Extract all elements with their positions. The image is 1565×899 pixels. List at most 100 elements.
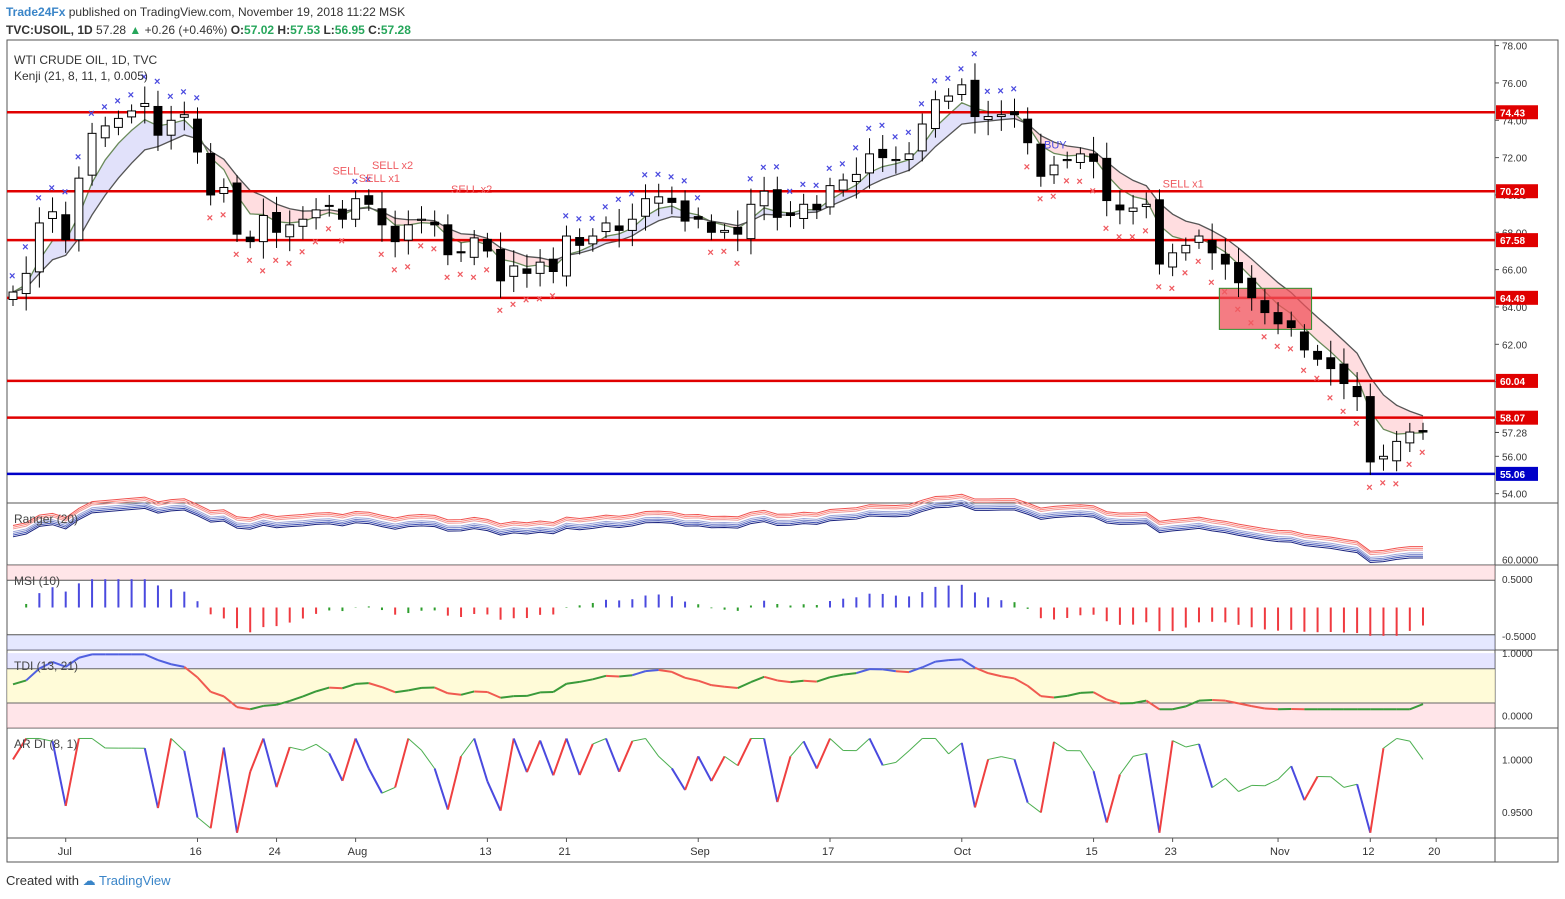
sell-marker: ×: [404, 262, 410, 274]
candle: [1247, 277, 1257, 299]
ardi-segment: [1383, 738, 1397, 749]
sell-marker: ×: [510, 299, 516, 311]
tdi-segment: [987, 672, 1002, 678]
ardi-segment: [1079, 750, 1094, 772]
ardi-segment: [1013, 759, 1029, 803]
candle: [100, 125, 110, 139]
candle: [219, 186, 229, 194]
candle: [851, 173, 861, 183]
candle: [272, 212, 282, 233]
ardi-segment: [1132, 752, 1147, 757]
buy-marker: ×: [760, 162, 766, 174]
tdi-segment: [777, 679, 791, 684]
candle: [970, 79, 980, 118]
tdi-segment: [65, 656, 80, 668]
ardi-segment: [249, 738, 265, 773]
open-value: 57.02: [244, 23, 275, 37]
ardi-segment: [1172, 740, 1187, 748]
candle: [377, 208, 387, 226]
candle: [74, 177, 84, 241]
sell-marker: ×: [536, 293, 542, 305]
tdi-label: TDI (13, 21): [14, 659, 78, 673]
buy-marker: ×: [141, 71, 147, 83]
candle: [245, 236, 255, 243]
sell-marker: ×: [549, 290, 555, 302]
buy-marker: ×: [193, 92, 199, 104]
ardi-tick: 0.9500: [1502, 808, 1533, 819]
candle: [575, 237, 585, 246]
tdi-tick: 1.0000: [1502, 649, 1533, 660]
tdi-segment: [78, 653, 93, 659]
candle: [206, 153, 216, 196]
level-price-tag: [1496, 105, 1538, 120]
ardi-segment: [236, 771, 252, 833]
tdi-segment: [1198, 699, 1213, 702]
candle: [838, 179, 848, 191]
ardi-segment: [697, 755, 713, 782]
tdi-segment: [658, 669, 673, 673]
tdi-segment: [381, 686, 396, 694]
level-label: 55.06: [1500, 470, 1525, 481]
level-label: 60.04: [1500, 377, 1525, 388]
sell-marker: ×: [1129, 231, 1135, 243]
level-label: 58.07: [1500, 414, 1525, 425]
tdi-segment: [526, 691, 541, 697]
ardi-segment: [64, 738, 80, 807]
price-change: +0.26 (+0.46%): [144, 23, 228, 37]
tdi-segment: [579, 678, 594, 683]
buy-marker: ×: [892, 131, 898, 143]
ardi-segment: [632, 737, 646, 742]
ardi-segment: [815, 738, 831, 769]
tdi-segment: [974, 666, 989, 675]
tdi-segment: [289, 695, 304, 702]
ardi-segment: [381, 786, 396, 794]
candle: [1036, 143, 1046, 177]
candle: [917, 123, 927, 152]
tdi-segment: [315, 686, 330, 693]
buy-marker: ×: [813, 180, 819, 192]
ardi-segment: [895, 750, 910, 763]
low-value: 56.95: [334, 23, 365, 37]
ardi-segment: [790, 741, 805, 757]
ardi-segment: [552, 738, 568, 776]
candle: [522, 268, 532, 274]
ardi-segment: [658, 756, 673, 769]
candle: [232, 182, 242, 235]
buy-marker: ×: [88, 108, 94, 120]
kenji-fast-line: [12, 101, 1424, 435]
ardi-segment: [935, 738, 949, 755]
close-label: C:: [368, 23, 381, 37]
y-tick-label: 78.00: [1502, 42, 1527, 53]
sell-marker: ×: [233, 249, 239, 261]
ranger-tick: 60.0000: [1502, 555, 1539, 566]
ardi-segment: [328, 752, 344, 782]
ardi-segment: [433, 768, 449, 810]
tradingview-link[interactable]: TradingView: [99, 873, 171, 888]
sell-marker: ×: [1235, 304, 1241, 316]
brand-name[interactable]: Trade24Fx: [6, 5, 66, 19]
buy-marker: ×: [800, 179, 806, 191]
tdi-segment: [829, 673, 844, 679]
level-label: 67.58: [1500, 236, 1525, 247]
level-label: 74.43: [1500, 108, 1525, 119]
buy-marker: ×: [655, 169, 661, 181]
sell-marker: ×: [378, 249, 384, 261]
sell-marker: ×: [523, 295, 529, 307]
sell-marker: ×: [246, 255, 252, 267]
buy-marker: ×: [1010, 84, 1016, 96]
buy-marker: ×: [628, 189, 634, 201]
ardi-segment: [736, 738, 752, 767]
sell-marker: ×: [1340, 406, 1346, 418]
buy-marker: ×: [958, 63, 964, 75]
tdi-segment: [144, 653, 159, 661]
sell-marker: ×: [1116, 231, 1122, 243]
tdi-segment: [1145, 699, 1160, 711]
candle: [654, 196, 664, 204]
candle: [680, 200, 690, 222]
candle: [588, 235, 598, 245]
indicator-label: Kenji (21, 8, 11, 1, 0.005): [14, 69, 148, 83]
sell-marker: ×: [1090, 185, 1096, 197]
x-tick-label: Nov: [1270, 846, 1290, 858]
tdi-segment: [486, 691, 501, 699]
